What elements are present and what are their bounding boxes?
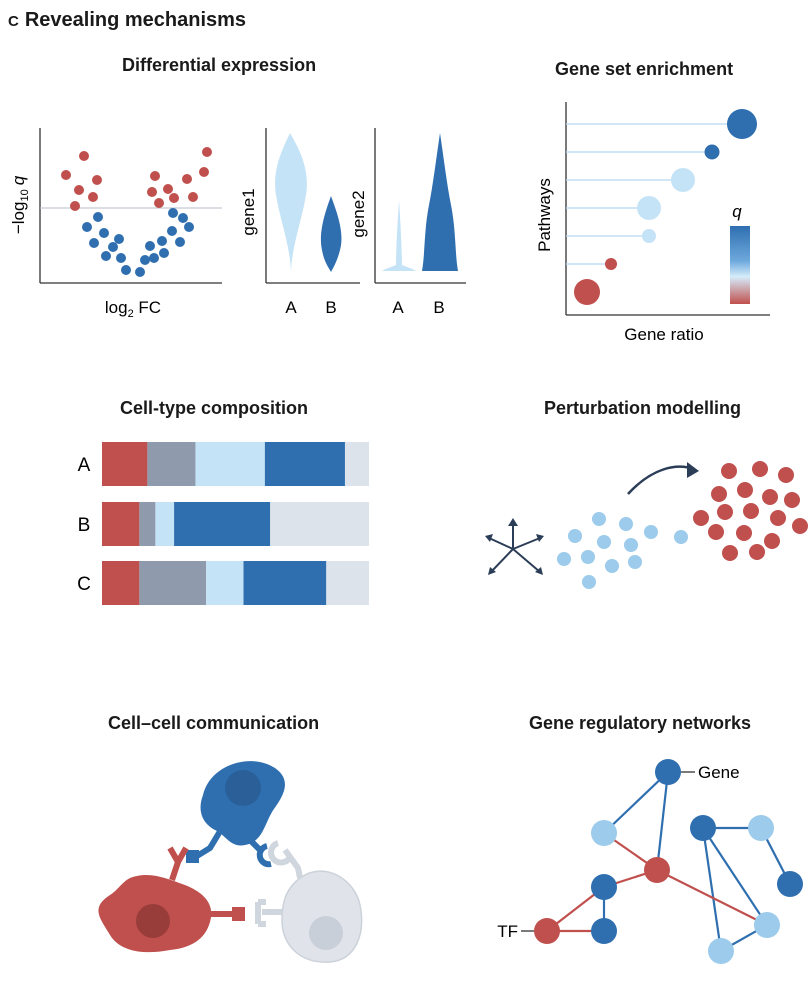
gray-receptor-2 bbox=[255, 899, 266, 927]
gene-regulatory-networks-title: Gene regulatory networks bbox=[529, 713, 752, 733]
violin-gene2-b bbox=[422, 133, 458, 271]
red-cell bbox=[98, 846, 245, 953]
composition-segment-c-1 bbox=[139, 561, 207, 605]
volcano-up-points bbox=[61, 147, 212, 211]
composition-segment-b-0 bbox=[102, 502, 140, 546]
arrowhead-icon bbox=[687, 462, 699, 478]
enrichment-dot bbox=[637, 196, 661, 220]
red-receptor bbox=[167, 846, 189, 869]
violin-gene1-b bbox=[320, 196, 342, 272]
composition-label-b: B bbox=[78, 515, 91, 536]
gene-node bbox=[690, 815, 716, 841]
pathway-lines bbox=[566, 123, 742, 265]
enrichment-dot bbox=[704, 144, 720, 160]
violin-gene1-a bbox=[275, 133, 307, 272]
perturbation-modelling-title: Perturbation modelling bbox=[544, 398, 742, 418]
tf-node bbox=[534, 918, 560, 944]
violin1-tick-a: A bbox=[285, 298, 297, 317]
gray-receptor bbox=[268, 840, 293, 866]
violin-plot-gene2: gene2 A B bbox=[349, 128, 466, 317]
perturbation-curve-arrow bbox=[627, 465, 695, 495]
enrichment-dot bbox=[605, 258, 617, 270]
composition-segment-a-4 bbox=[344, 442, 369, 486]
tf-node bbox=[644, 857, 670, 883]
q-colorbar bbox=[730, 226, 750, 304]
volcano-plot: −log10q log2 FC bbox=[9, 128, 222, 320]
enrichment-dot bbox=[727, 109, 757, 139]
cell-type-composition-title: Cell-type composition bbox=[120, 398, 309, 418]
composition-segment-a-3 bbox=[264, 442, 345, 486]
figure-header: c Revealing mechanisms bbox=[8, 8, 246, 32]
composition-segment-a-2 bbox=[195, 442, 265, 486]
cell-cell-communication-title: Cell–cell communication bbox=[108, 713, 320, 733]
blue-cell bbox=[186, 761, 285, 868]
differential-expression-title: Differential expression bbox=[122, 55, 317, 75]
violin2-tick-a: A bbox=[392, 298, 404, 317]
composition-segment-b-2 bbox=[155, 502, 175, 546]
gene-node bbox=[591, 874, 617, 900]
enrichment-dot bbox=[671, 168, 695, 192]
q-legend-label: q bbox=[732, 202, 742, 221]
gse-ylabel: Pathways bbox=[535, 178, 554, 252]
gene-regulatory-network: Gene TF bbox=[497, 759, 803, 964]
cell-cell-communication-diagram bbox=[98, 761, 363, 963]
composition-segment-b-4 bbox=[270, 502, 369, 546]
composition-segment-c-2 bbox=[206, 561, 244, 605]
gene-node bbox=[591, 820, 617, 846]
gse-xlabel: Gene ratio bbox=[624, 325, 703, 344]
blue-ligand bbox=[186, 850, 199, 863]
violin2-ylabel: gene2 bbox=[349, 190, 368, 237]
enrichment-dot bbox=[642, 229, 656, 243]
composition-segment-b-3 bbox=[174, 502, 271, 546]
composition-segment-a-1 bbox=[147, 442, 196, 486]
composition-label-c: C bbox=[77, 574, 91, 595]
gene-node bbox=[754, 912, 780, 938]
gene-node bbox=[655, 759, 681, 785]
composition-segment-a-0 bbox=[102, 442, 148, 486]
gene-node bbox=[777, 871, 803, 897]
enrichment-dot bbox=[574, 279, 600, 305]
violin1-ylabel: gene1 bbox=[239, 188, 258, 235]
perturbation-diagram bbox=[485, 461, 808, 589]
gene-set-enrichment-title: Gene set enrichment bbox=[555, 59, 734, 79]
volcano-ylabel: −log10q bbox=[9, 175, 31, 234]
panel-letter: c bbox=[8, 8, 19, 31]
gene-node bbox=[748, 815, 774, 841]
gene-label: Gene bbox=[698, 763, 740, 782]
gene-set-enrichment-plot: q Pathways Gene ratio bbox=[535, 102, 770, 344]
gene-node bbox=[708, 938, 734, 964]
composition-segment-c-0 bbox=[102, 561, 140, 605]
violin1-tick-b: B bbox=[325, 298, 336, 317]
composition-segment-c-3 bbox=[243, 561, 327, 605]
volcano-down-points bbox=[82, 208, 194, 277]
composition-segment-b-1 bbox=[139, 502, 156, 546]
red-ligand bbox=[232, 907, 245, 921]
composition-segment-c-4 bbox=[326, 561, 369, 605]
perturbed-cells bbox=[693, 461, 808, 561]
unperturbed-cells bbox=[557, 512, 688, 589]
gene-node bbox=[591, 918, 617, 944]
tf-label: TF bbox=[497, 922, 518, 941]
cell-type-composition-chart: A B C bbox=[77, 442, 369, 605]
violin-plot-gene1: gene1 A B bbox=[239, 128, 360, 317]
gray-cell bbox=[255, 840, 363, 963]
violin-gene2-a bbox=[382, 200, 416, 271]
violin2-tick-b: B bbox=[433, 298, 444, 317]
blue-receptor bbox=[256, 843, 272, 868]
volcano-xlabel: log2 FC bbox=[105, 298, 161, 320]
composition-label-a: A bbox=[78, 455, 91, 476]
perturbation-arrows-icon bbox=[485, 518, 544, 575]
figure-title: Revealing mechanisms bbox=[24, 9, 247, 31]
